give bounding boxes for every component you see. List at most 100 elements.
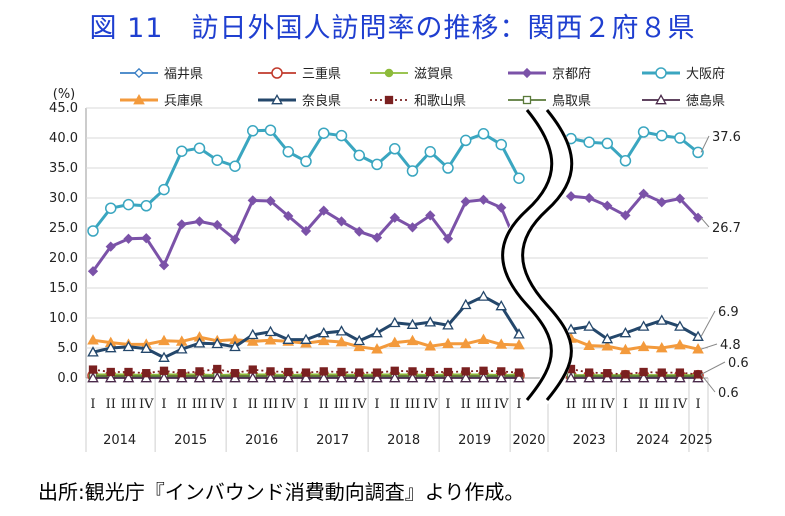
legend-swatch-marker bbox=[521, 67, 533, 79]
quarter-label: I bbox=[161, 397, 166, 412]
series-9-point bbox=[104, 371, 117, 383]
series-7-point bbox=[106, 367, 115, 377]
series-6-point bbox=[140, 342, 153, 353]
series-5-point bbox=[87, 334, 99, 345]
quarter-label: I bbox=[303, 397, 308, 412]
end-label: 26.7 bbox=[712, 221, 741, 236]
series-3-point bbox=[620, 210, 631, 221]
quarter-label: III bbox=[405, 397, 420, 412]
series-9-point bbox=[655, 371, 668, 383]
quarter-label: III bbox=[334, 397, 349, 412]
series-5-point bbox=[637, 340, 650, 352]
series-6-point bbox=[87, 346, 99, 357]
series-3-point bbox=[602, 200, 613, 211]
series-5-point bbox=[674, 338, 686, 350]
quarter-label: II bbox=[177, 397, 187, 412]
series-6-point bbox=[388, 316, 401, 328]
series-3-point bbox=[212, 219, 223, 231]
series-6-point bbox=[459, 298, 472, 310]
series-5-point bbox=[371, 343, 383, 354]
year-label: 2015 bbox=[174, 433, 207, 448]
quarter-label: IV bbox=[673, 397, 688, 412]
series-7-point bbox=[124, 367, 133, 377]
end-label-leader bbox=[700, 135, 710, 153]
quarter-label: I bbox=[623, 397, 628, 412]
series-9-point bbox=[477, 371, 490, 383]
y-tick-label: 40.0 bbox=[49, 131, 78, 146]
year-label: 2016 bbox=[245, 433, 278, 448]
chart-title: 図 11 訪日外国人訪問率の推移：関西２府８県 bbox=[89, 13, 696, 44]
quarter-label: IV bbox=[494, 397, 509, 412]
y-tick-label: 30.0 bbox=[49, 191, 78, 206]
series-3-point bbox=[105, 241, 116, 252]
series-7-point bbox=[159, 366, 169, 375]
quarter-label: IV bbox=[281, 397, 296, 412]
series-9-point bbox=[300, 371, 312, 383]
series-5-point bbox=[513, 338, 525, 350]
series-9-point bbox=[246, 371, 259, 383]
end-label-leader bbox=[700, 217, 710, 228]
series-4-point bbox=[406, 165, 419, 177]
series-4-point bbox=[264, 124, 277, 136]
end-label-leader bbox=[700, 361, 726, 375]
series-6-point bbox=[246, 328, 259, 340]
end-label: 0.6 bbox=[718, 386, 739, 401]
series-3-point bbox=[584, 192, 595, 204]
series-7-point bbox=[693, 370, 703, 379]
series-3-point bbox=[674, 193, 686, 204]
series-7-point bbox=[355, 368, 364, 377]
series-7-point bbox=[88, 365, 98, 374]
series-4-point bbox=[513, 172, 525, 184]
series-6-point bbox=[513, 328, 525, 339]
series-3-point bbox=[247, 195, 258, 206]
quarter-label: I bbox=[695, 397, 700, 412]
quarter-label: IV bbox=[352, 397, 367, 412]
series-6-point bbox=[317, 326, 330, 338]
series-9-point bbox=[317, 371, 330, 383]
series-4-point bbox=[656, 129, 668, 142]
series-7-point bbox=[284, 367, 293, 377]
series-3-point bbox=[141, 233, 152, 244]
legend-swatch-marker bbox=[133, 93, 145, 105]
series-3-point bbox=[389, 212, 400, 223]
series-7-point bbox=[408, 367, 417, 376]
series-9-point bbox=[193, 371, 206, 383]
quarter-label: II bbox=[390, 397, 400, 412]
series-3-point bbox=[656, 197, 667, 208]
axis-break-left bbox=[501, 109, 554, 401]
series-4-point bbox=[389, 143, 401, 155]
series-6-point bbox=[193, 337, 206, 348]
series-9-point bbox=[406, 371, 419, 383]
series-6-point bbox=[264, 325, 277, 337]
series-3-point bbox=[265, 195, 276, 207]
legend-swatch-marker bbox=[271, 93, 283, 105]
quarter-label: II bbox=[461, 397, 471, 412]
series-5-point bbox=[424, 340, 437, 351]
series-6-point bbox=[300, 333, 312, 344]
legend-swatch-marker bbox=[384, 68, 394, 78]
series-6-point bbox=[674, 320, 686, 331]
series-3-point bbox=[283, 210, 294, 222]
series-3-point bbox=[371, 232, 383, 243]
series-9-point bbox=[442, 371, 454, 383]
legend-label: 大阪府 bbox=[686, 67, 725, 82]
series-6-point bbox=[655, 314, 668, 325]
series-6-point bbox=[692, 330, 704, 341]
series-7-point bbox=[372, 368, 382, 377]
quarter-label: III bbox=[581, 397, 596, 412]
series-9-point bbox=[371, 371, 383, 383]
series-4-point bbox=[140, 200, 152, 212]
series-4-point bbox=[692, 146, 704, 159]
quarter-label: III bbox=[121, 397, 136, 412]
quarter-label: III bbox=[192, 397, 207, 412]
axis-break-band bbox=[501, 103, 573, 407]
series-5-point bbox=[583, 339, 595, 350]
series-3-point bbox=[692, 212, 704, 223]
series-3-point bbox=[158, 260, 170, 271]
series-7-point bbox=[585, 368, 594, 377]
series-3-point bbox=[318, 205, 329, 216]
series-9-point bbox=[264, 371, 277, 383]
series-7-point bbox=[266, 367, 275, 376]
series-9-point bbox=[140, 371, 153, 383]
